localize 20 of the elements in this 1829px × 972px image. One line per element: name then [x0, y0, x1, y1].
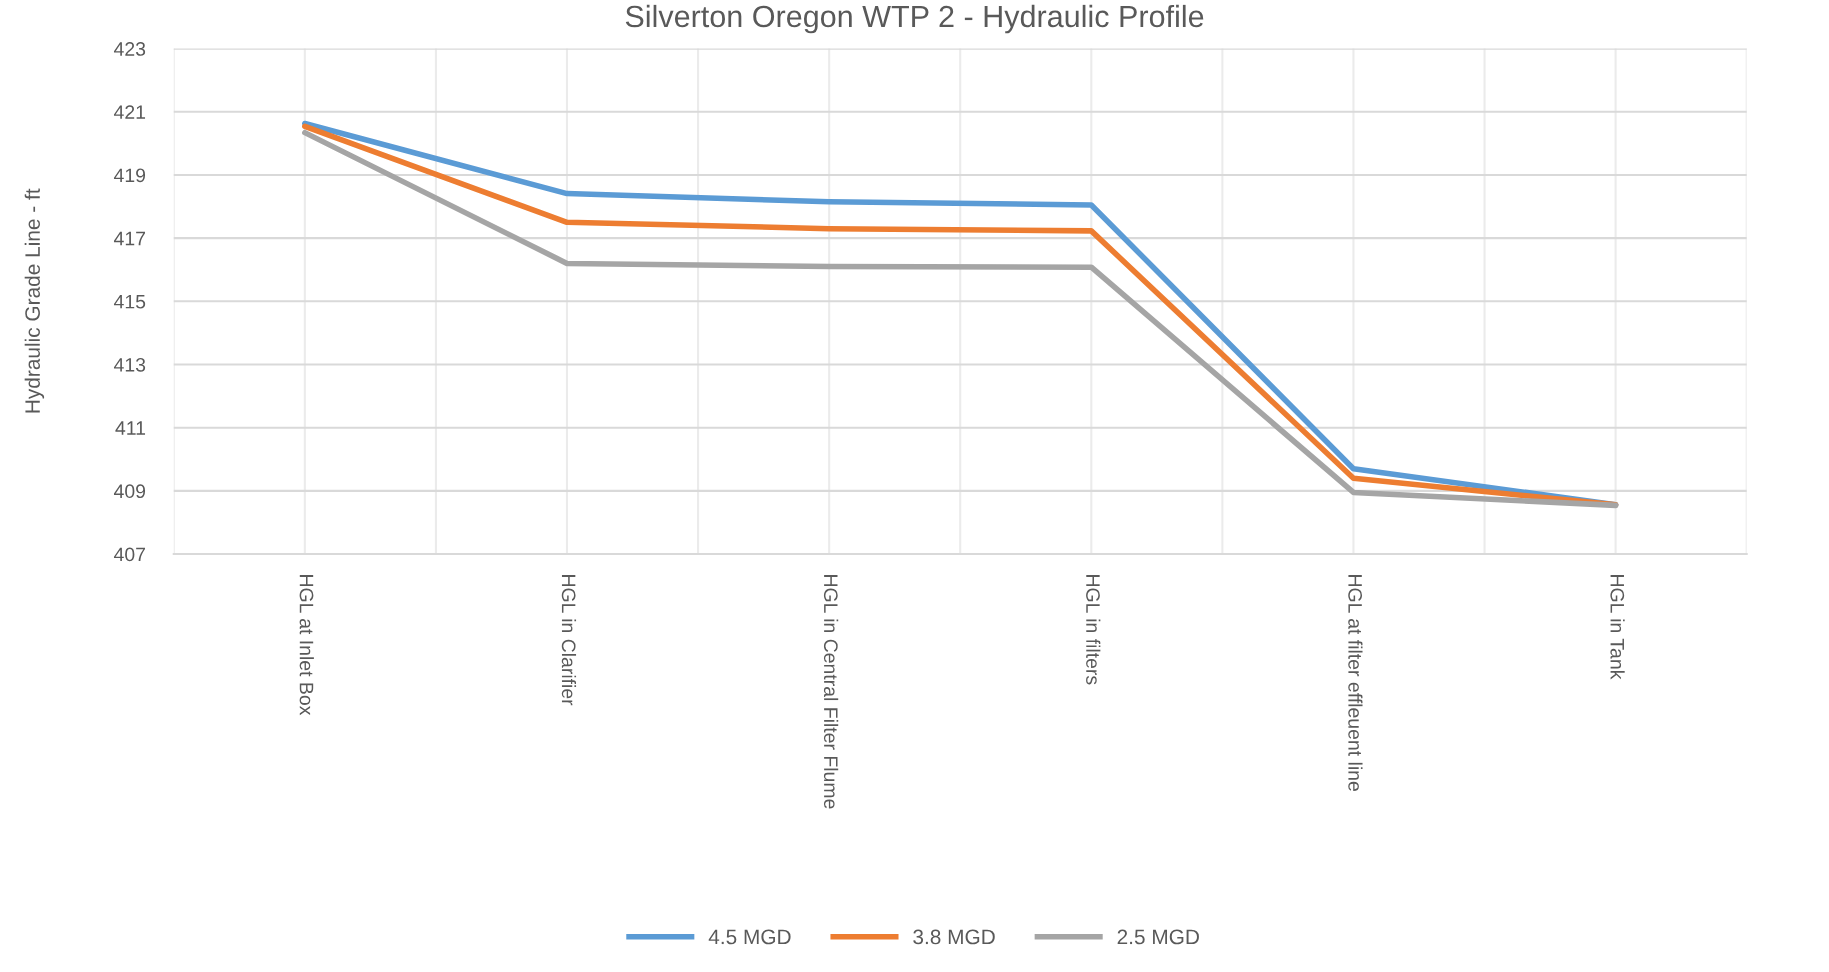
y-tick-label: 419	[113, 168, 146, 183]
x-tick-label: HGL in filters	[1086, 575, 1101, 685]
x-tick-label: HGL in Tank	[1610, 575, 1625, 680]
legend-label: 3.8 MGD	[913, 929, 995, 945]
x-tick-label: HGL at filter effleuent line	[1348, 575, 1363, 791]
legend-label: 4.5 MGD	[708, 929, 791, 945]
y-tick-label: 421	[113, 105, 146, 119]
y-tick-label: 409	[113, 484, 146, 499]
x-tick-label: HGL at Inlet Box	[299, 575, 314, 716]
x-tick-label: HGL in Clarifier	[561, 575, 577, 706]
y-tick-label: 423	[113, 42, 146, 56]
y-tick-label: 417	[113, 231, 145, 246]
y-tick-label: 413	[113, 357, 146, 372]
x-tick-label: HGL in Central Filter Flume	[823, 575, 839, 809]
y-tick-label: 411	[115, 421, 146, 435]
chart-title: Silverton Oregon WTP 2 - Hydraulic Profile	[625, 4, 1204, 34]
y-tick-label: 407	[113, 547, 145, 562]
y-axis-title: Hydraulic Grade Line - ft	[24, 188, 45, 413]
legend-label: 2.5 MGD	[1117, 929, 1199, 945]
y-tick-label: 415	[113, 294, 146, 309]
